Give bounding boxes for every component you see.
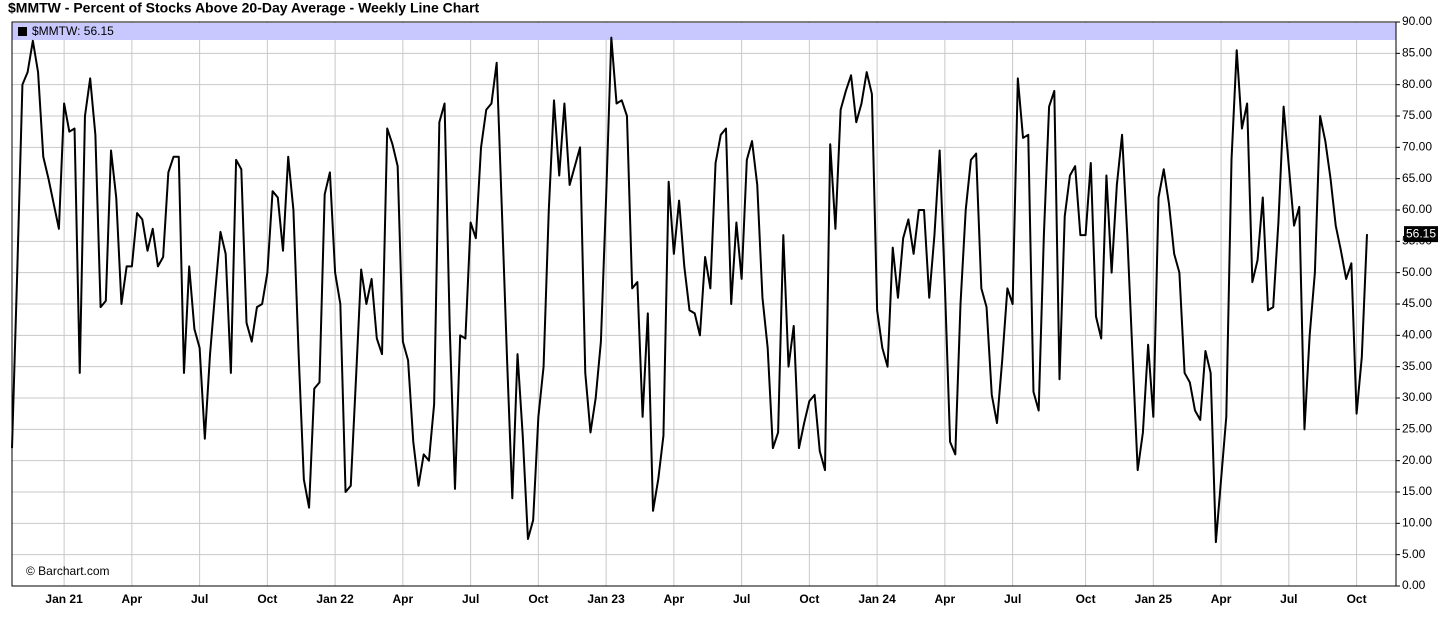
y-tick-label: 0.00 xyxy=(1402,578,1426,592)
x-tick-label: Jul xyxy=(191,592,208,606)
x-tick-label: Jan 21 xyxy=(45,592,83,606)
y-tick-label: 85.00 xyxy=(1402,46,1432,60)
y-tick-label: 35.00 xyxy=(1402,359,1432,373)
x-tick-label: Oct xyxy=(799,592,819,606)
y-tick-label: 80.00 xyxy=(1402,77,1432,91)
x-tick-label: Jan 23 xyxy=(587,592,625,606)
data-line xyxy=(11,36,1368,544)
x-tick-label: Jan 22 xyxy=(316,592,354,606)
legend-text: $MMTW: 56.15 xyxy=(32,24,114,38)
y-tick-label: 90.00 xyxy=(1402,14,1432,28)
plot xyxy=(11,36,1368,544)
x-tick-label: Jul xyxy=(462,592,479,606)
x-tick-label: Jan 25 xyxy=(1135,592,1173,606)
y-tick-label: 75.00 xyxy=(1402,108,1432,122)
last-value-box xyxy=(1404,226,1438,243)
x-tick-label: Oct xyxy=(1076,592,1096,606)
x-tick-label: Oct xyxy=(528,592,548,606)
y-tick-label: 30.00 xyxy=(1402,390,1432,404)
x-tick-label: Jul xyxy=(733,592,750,606)
x-tick-label: Oct xyxy=(257,592,277,606)
legend-bar xyxy=(12,23,1396,40)
y-tick-label: 65.00 xyxy=(1402,171,1432,185)
x-tick-label: Apr xyxy=(122,592,143,606)
y-tick-label: 40.00 xyxy=(1402,328,1432,342)
watermark: © Barchart.com xyxy=(26,564,110,578)
x-tick-label: Apr xyxy=(664,592,685,606)
y-tick-label: 70.00 xyxy=(1402,140,1432,154)
x-tick-label: Apr xyxy=(393,592,414,606)
chart-title: $MMTW - Percent of Stocks Above 20-Day A… xyxy=(8,0,480,16)
x-tick-label: Oct xyxy=(1347,592,1367,606)
y-tick-label: 20.00 xyxy=(1402,453,1432,467)
x-tick-label: Jul xyxy=(1280,592,1297,606)
last-value-label: 56.15 xyxy=(1406,226,1436,240)
x-tick-label: Apr xyxy=(1211,592,1232,606)
x-tick-label: Jan 24 xyxy=(858,592,896,606)
y-tick-label: 5.00 xyxy=(1402,547,1426,561)
y-tick-label: 15.00 xyxy=(1402,484,1432,498)
y-tick-label: 60.00 xyxy=(1402,202,1432,216)
y-tick-label: 10.00 xyxy=(1402,516,1432,530)
y-tick-label: 50.00 xyxy=(1402,265,1432,279)
legend-swatch xyxy=(18,27,27,36)
y-tick-label: 25.00 xyxy=(1402,422,1432,436)
grid xyxy=(12,21,1396,587)
y-tick-label: 45.00 xyxy=(1402,296,1432,310)
x-tick-label: Jul xyxy=(1004,592,1021,606)
x-tick-label: Apr xyxy=(935,592,956,606)
